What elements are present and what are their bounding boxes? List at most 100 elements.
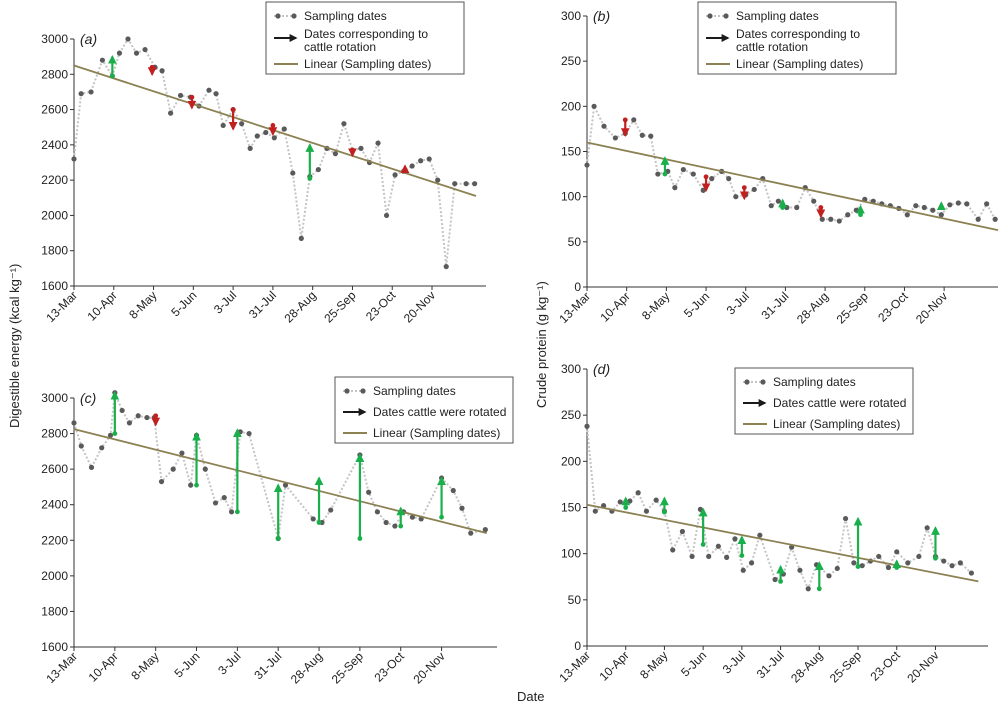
sampling-point: [290, 170, 296, 176]
linear-trend-line: [586, 141, 999, 231]
sampling-point: [88, 89, 94, 95]
sampling-point: [938, 212, 944, 218]
sampling-point: [921, 204, 927, 211]
sampling-point: [374, 509, 380, 515]
sampling-point: [366, 489, 372, 495]
sampling-point: [885, 564, 892, 571]
panel-label: (a): [80, 31, 97, 47]
sampling-point: [116, 50, 123, 56]
x-tick-label: 25-Sep: [329, 649, 366, 686]
x-tick-label: 13-Mar: [556, 648, 593, 685]
legend-label-rotation: Dates cattle were rotated: [773, 396, 906, 410]
sampling-point: [592, 508, 598, 514]
panel-label: (d): [593, 361, 610, 377]
panel-c: 1600 1800 2000 2200 2400 2600 2800 3000 13-Mar 10…: [41, 376, 514, 686]
legend-sampling-dot: [360, 388, 366, 394]
legend-label-linear: Linear (Sampling dates): [304, 57, 431, 71]
sampling-point: [984, 201, 990, 207]
legend-label-rotation-line2: cattle rotation: [304, 40, 376, 54]
rotation-arrow-base: [234, 509, 240, 515]
rotation-arrow-base: [275, 536, 281, 541]
rotation-arrow-base: [189, 94, 195, 100]
rotation-arrow-base: [662, 171, 668, 177]
sampling-point: [435, 177, 441, 183]
x-tick-label: 28-Aug: [794, 289, 831, 326]
y-tick-label: 150: [561, 145, 581, 159]
sampling-point: [643, 508, 650, 514]
legend-label-sampling: Sampling dates: [773, 375, 856, 389]
sampling-point: [452, 181, 458, 187]
sampling-point: [170, 466, 176, 472]
sampling-point: [992, 216, 998, 222]
legend-sampling-dot: [744, 379, 750, 385]
sampling-point: [315, 166, 321, 173]
sampling-point: [805, 586, 811, 592]
sampling-point: [202, 466, 208, 472]
x-tick-label: 13-Mar: [43, 649, 80, 686]
rotation-arrow-base: [741, 185, 747, 191]
x-tick-label: 8-May: [128, 649, 161, 682]
y-tick-label: 2600: [41, 462, 68, 476]
sampling-point: [383, 519, 389, 526]
y-tick-label: 2400: [41, 498, 68, 512]
y-tick-label: 100: [561, 190, 581, 204]
sampling-point: [905, 560, 911, 566]
rotation-arrow-base: [703, 174, 709, 180]
legend-label-sampling: Sampling dates: [304, 9, 387, 23]
rotation-arrow-base: [439, 514, 444, 520]
linear-trend-line: [586, 503, 979, 583]
sampling-point: [876, 553, 882, 560]
x-tick-label: 8-May: [639, 289, 672, 322]
sampling-point: [639, 132, 645, 138]
sampling-point: [375, 140, 381, 146]
legend-label-sampling: Sampling dates: [373, 384, 456, 398]
x-tick-label: 31-Jul: [246, 288, 279, 321]
rotation-arrow-base: [357, 536, 363, 541]
sampling-point: [672, 185, 678, 191]
sampling-point: [409, 163, 415, 169]
y-tick-label: 300: [561, 9, 581, 23]
x-tick-label: 5-Jun: [678, 648, 709, 679]
x-tick-label: 3-Jul: [215, 649, 243, 677]
sampling-point: [601, 123, 607, 129]
sampling-point: [591, 103, 597, 109]
legend-label-linear: Linear (Sampling dates): [736, 57, 863, 71]
sampling-point: [418, 158, 424, 164]
sampling-point: [78, 443, 84, 449]
sampling-point: [724, 554, 730, 560]
rotation-arrow-base: [778, 578, 783, 584]
linear-trend-line: [73, 428, 488, 535]
rotation-arrow-base: [816, 586, 822, 592]
sampling-point: [715, 543, 721, 549]
legend-sampling-dot: [723, 13, 729, 19]
rotation-arrow-base: [149, 64, 155, 70]
sampling-point: [263, 129, 269, 136]
sampling-point: [834, 565, 840, 572]
sampling-point: [179, 450, 185, 456]
panel-d: 0 50 100 150 200 250 300 13-Mar 10-Apr 8-May 5-Jun…: [556, 361, 988, 685]
rotation-arrow-base: [109, 73, 115, 79]
sampling-point: [220, 122, 226, 129]
sampling-point: [281, 126, 287, 132]
x-tick-label: 20-Nov: [401, 288, 438, 325]
rotation-arrow-base: [662, 509, 667, 515]
y-tick-label: 250: [561, 54, 581, 68]
sampling-point: [811, 198, 817, 204]
sampling-point: [924, 525, 930, 531]
x-tick-label: 25-Sep: [321, 288, 358, 325]
sampling-point: [772, 576, 778, 583]
x-tick-label: 20-Nov: [410, 649, 447, 686]
sampling-point: [482, 527, 488, 533]
sampling-point: [188, 482, 194, 488]
sampling-point: [733, 194, 739, 200]
rotation-arrow-base: [194, 482, 199, 488]
legend-label-linear: Linear (Sampling dates): [773, 417, 900, 431]
rotation-arrow-base: [700, 542, 706, 547]
x-tick-label: 8-May: [637, 648, 670, 681]
sampling-point: [828, 216, 834, 222]
rotation-arrow-base: [350, 147, 355, 153]
legend-box: [265, 1, 465, 75]
panel-b: 0 50 100 150 200 250 300 13-Mar 10-Apr 8-May 5-Jun…: [556, 1, 999, 326]
rotation-arrow-base: [398, 523, 404, 529]
